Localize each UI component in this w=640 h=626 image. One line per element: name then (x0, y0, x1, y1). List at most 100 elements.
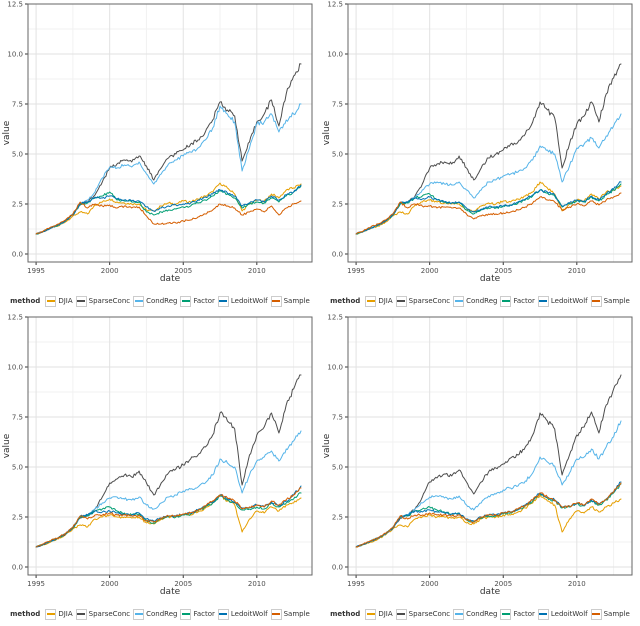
legend-label: SparseConc (408, 297, 451, 305)
chart-panel-top-right: 1995 2000 2005 2010 0.0 2.5 5.0 7.5 10.0 12.5 val… (320, 0, 640, 313)
x-tick-label: 2010 (248, 580, 266, 588)
legend-key-box (75, 608, 87, 620)
legend-item-Factor: Factor (500, 295, 535, 307)
legend-key-line (539, 300, 548, 302)
legend-item-SparseConc: SparseConc (75, 295, 130, 307)
legend-label: DJIA (58, 610, 73, 618)
plot-area: 1995 2000 2005 2010 0.0 2.5 5.0 7.5 10.0 12.5 (327, 314, 633, 588)
plot-area: 1995 2000 2005 2010 0.0 2.5 5.0 7.5 10.0 12.5 (7, 1, 313, 275)
legend-label: CondReg (146, 610, 178, 618)
x-tick-label: 1995 (27, 580, 45, 588)
legend-key-line (366, 613, 375, 615)
legend-label: Factor (513, 610, 535, 618)
panel-background (28, 4, 312, 262)
panel-background (348, 317, 632, 575)
legend-item-SparseConc: SparseConc (395, 608, 451, 620)
legend-key-line (366, 300, 375, 302)
x-tick-label: 2000 (421, 580, 439, 588)
legend-item-DJIA: DJIA (365, 295, 393, 307)
legend-item-LedoitWolf: LedoitWolf (537, 608, 588, 620)
y-tick-label: 2.5 (332, 201, 343, 209)
y-tick-label: 2.5 (12, 201, 23, 209)
panel-background (28, 317, 312, 575)
legend-label: Factor (513, 297, 535, 305)
legend-item-CondReg: CondReg (453, 608, 498, 620)
y-tick-label: 5.0 (332, 151, 343, 159)
x-tick-label: 2005 (494, 580, 512, 588)
legend-label: CondReg (466, 610, 498, 618)
legend-label: DJIA (378, 297, 393, 305)
legend-label: LedoitWolf (550, 610, 588, 618)
legend-key-box (395, 608, 407, 620)
y-tick-label: 7.5 (12, 101, 23, 109)
legend-key-line (592, 613, 601, 615)
legend-key-line (397, 613, 406, 615)
legend-key-line (454, 300, 463, 302)
legend-key-box (45, 295, 57, 307)
legend-key-line (501, 613, 510, 615)
legend-label: SparseConc (408, 610, 451, 618)
legend-label: Sample (603, 610, 630, 618)
legend-item-SparseConc: SparseConc (75, 608, 130, 620)
y-tick-label: 10.0 (327, 51, 343, 59)
legend-item-Sample: Sample (270, 608, 310, 620)
y-axis-title: value (322, 120, 332, 146)
legend-title: method (330, 297, 361, 305)
series-line-LedoitWolf (35, 184, 302, 235)
y-tick-label: 0.0 (332, 564, 343, 572)
legend-label: Sample (283, 297, 310, 305)
panel-border (27, 316, 313, 576)
y-tick-label: 5.0 (12, 151, 23, 159)
legend-key-box (500, 608, 512, 620)
y-tick-label: 12.5 (327, 314, 343, 322)
legend-item-Sample: Sample (590, 608, 630, 620)
series-line-Factor (355, 183, 622, 235)
series-line-SparseConc (355, 374, 622, 548)
legend-item-DJIA: DJIA (45, 608, 73, 620)
x-axis-title: date (159, 587, 181, 597)
legend-item-Factor: Factor (500, 608, 535, 620)
series-line-DJIA (355, 494, 622, 548)
chart-panel-bottom-left: 1995 2000 2005 2010 0.0 2.5 5.0 7.5 10.0 12.5 val… (0, 313, 320, 626)
legend-key-line (501, 300, 510, 302)
legend-key-box (537, 295, 549, 307)
x-tick-label: 2010 (568, 580, 586, 588)
axis-ticks: 1995 2000 2005 2010 0.0 2.5 5.0 7.5 10.0 12.5 (7, 314, 265, 589)
minor-gridlines (28, 317, 312, 575)
legend-item-Factor: Factor (180, 295, 215, 307)
legend: method DJIA SparseConc CondReg Factor LedoitW… (0, 603, 320, 625)
y-tick-label: 5.0 (12, 464, 23, 472)
series-line-SparseConc (35, 63, 302, 235)
legend-item-DJIA: DJIA (45, 295, 73, 307)
x-tick-label: 2000 (421, 267, 439, 275)
legend-key-box (500, 295, 512, 307)
minor-gridlines (348, 4, 632, 262)
y-tick-label: 0.0 (12, 564, 23, 572)
legend-key-box (590, 295, 602, 307)
legend-label: Factor (193, 297, 215, 305)
x-tick-label: 1995 (347, 267, 365, 275)
legend-item-LedoitWolf: LedoitWolf (217, 295, 268, 307)
x-tick-label: 1995 (347, 580, 365, 588)
legend-item-SparseConc: SparseConc (395, 295, 451, 307)
legend-label: Sample (283, 610, 310, 618)
series-line-LedoitWolf (355, 181, 622, 235)
axis-ticks: 1995 2000 2005 2010 0.0 2.5 5.0 7.5 10.0 12.5 (327, 1, 585, 276)
panel-background (348, 4, 632, 262)
legend-key-line (219, 300, 228, 302)
legend-key-line (134, 300, 143, 302)
x-tick-label: 1995 (27, 267, 45, 275)
panel-border (347, 316, 633, 576)
x-tick-label: 2000 (101, 580, 119, 588)
series-line-Sample (35, 200, 302, 235)
x-axis-title: date (479, 587, 501, 597)
legend-key-line (539, 613, 548, 615)
x-tick-label: 2005 (174, 267, 192, 275)
plot-area: 1995 2000 2005 2010 0.0 2.5 5.0 7.5 10.0 12.5 (327, 1, 633, 276)
panel-border (347, 3, 633, 263)
y-tick-label: 7.5 (12, 414, 23, 422)
legend: method DJIA SparseConc CondReg Factor LedoitW… (320, 603, 640, 625)
chart-panel-top-left: 1995 2000 2005 2010 0.0 2.5 5.0 7.5 10.0 12.5 val… (0, 0, 320, 313)
legend-key-box (453, 295, 465, 307)
